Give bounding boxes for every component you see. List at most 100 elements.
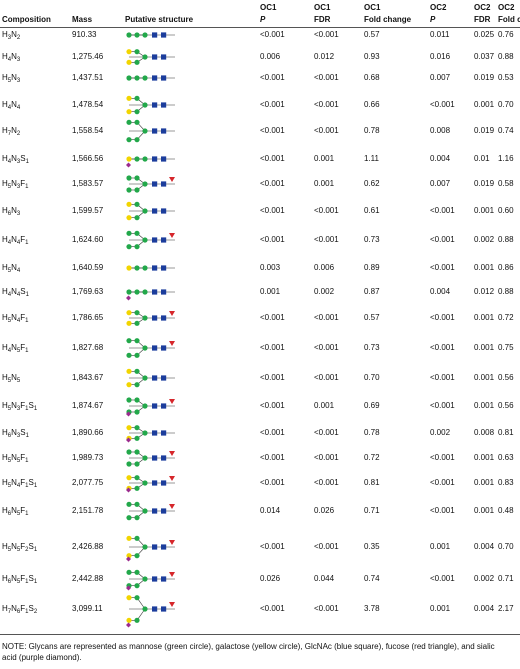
composition: H5N3F1 — [2, 179, 29, 190]
mass: 3,099.11 — [72, 604, 103, 613]
composition: H7N2 — [2, 126, 21, 137]
cell: 0.012 — [314, 52, 335, 61]
cell: <0.001 — [314, 235, 339, 244]
cell: 0.001 — [474, 100, 495, 109]
cell: 0.63 — [498, 453, 514, 462]
composition: H3N2 — [2, 30, 21, 41]
cell: 0.001 — [474, 263, 495, 272]
cell: 0.001 — [474, 453, 495, 462]
cell: <0.001 — [260, 401, 285, 410]
cell: 0.001 — [474, 206, 495, 215]
composition: H7N6F1S2 — [2, 604, 38, 615]
mass: 1,989.73 — [72, 453, 104, 462]
mass: 1,558.54 — [72, 126, 104, 135]
cell: 0.56 — [498, 373, 514, 382]
glycan-icon — [126, 95, 175, 115]
header-group: OC1 — [314, 3, 331, 12]
glycan-icon — [126, 569, 175, 591]
header-group: OC1 — [260, 3, 277, 12]
cell: 0.002 — [430, 428, 451, 437]
cell: 0.008 — [430, 126, 451, 135]
mass: 1,843.67 — [72, 373, 104, 382]
cell: 0.70 — [498, 542, 514, 551]
cell: <0.001 — [260, 453, 285, 462]
cell: 0.66 — [364, 100, 380, 109]
cell: <0.001 — [314, 100, 339, 109]
mass: 1,478.54 — [72, 100, 104, 109]
cell: <0.001 — [430, 453, 455, 462]
glycan-icon — [126, 175, 175, 193]
composition: H5N4 — [2, 263, 21, 274]
composition: H6N5F1 — [2, 506, 29, 517]
composition: H6N5F1S1 — [2, 574, 38, 585]
cell: 0.57 — [364, 30, 380, 39]
composition: H5N5F2S1 — [2, 542, 38, 553]
cell: 0.88 — [498, 235, 514, 244]
cell: 0.35 — [364, 542, 380, 551]
mass: 1,890.66 — [72, 428, 104, 437]
composition: H4N5F1 — [2, 343, 29, 354]
cell: <0.001 — [260, 235, 285, 244]
cell: <0.001 — [430, 401, 455, 410]
cell: 1.16 — [498, 154, 514, 163]
cell: <0.001 — [430, 574, 455, 583]
cell: <0.001 — [260, 100, 285, 109]
cell: 0.004 — [474, 604, 495, 613]
cell: <0.001 — [260, 313, 285, 322]
header-label: Fold change — [498, 15, 520, 24]
cell: <0.001 — [430, 313, 455, 322]
cell: 0.001 — [474, 343, 495, 352]
cell: 0.01 — [474, 154, 490, 163]
header-label: Putative structure — [125, 15, 194, 24]
composition: H5N4F1S1 — [2, 478, 38, 489]
cell: 0.71 — [498, 574, 514, 583]
cell: 0.004 — [430, 287, 451, 296]
header-group: OC2 — [474, 3, 491, 12]
header-label: P — [260, 15, 266, 24]
cell: 0.75 — [498, 343, 514, 352]
cell: 0.70 — [498, 100, 514, 109]
glycan-icon — [126, 75, 175, 81]
cell: 0.88 — [498, 287, 514, 296]
glycan-icon — [126, 338, 175, 358]
cell: 2.17 — [498, 604, 514, 613]
glycan-icon — [126, 595, 175, 628]
header-group: OC1 — [364, 3, 381, 12]
cell: <0.001 — [314, 206, 339, 215]
mass: 2,442.88 — [72, 574, 104, 583]
glycan-icon — [126, 310, 175, 326]
glycan-icon — [126, 32, 175, 38]
cell: 0.60 — [498, 206, 514, 215]
cell: 0.48 — [498, 506, 514, 515]
cell: <0.001 — [314, 453, 339, 462]
cell: <0.001 — [314, 343, 339, 352]
header-label: Mass — [72, 15, 93, 24]
composition: H6N3S1 — [2, 428, 29, 439]
cell: 0.012 — [474, 287, 495, 296]
cell: <0.001 — [430, 373, 455, 382]
mass: 2,426.88 — [72, 542, 104, 551]
cell: 0.86 — [498, 263, 514, 272]
cell: <0.001 — [314, 73, 339, 82]
cell: 0.68 — [364, 73, 380, 82]
cell: <0.001 — [260, 73, 285, 82]
cell: <0.001 — [260, 206, 285, 215]
glycan-icon — [126, 425, 175, 443]
composition: H4N3 — [2, 52, 21, 63]
cell: 0.001 — [474, 313, 495, 322]
cell: <0.001 — [314, 478, 339, 487]
header-group: OC2 — [430, 3, 447, 12]
cell: 0.001 — [474, 401, 495, 410]
mass: 1,640.59 — [72, 263, 104, 272]
cell: 0.019 — [474, 126, 495, 135]
cell: 0.001 — [474, 478, 495, 487]
cell: <0.001 — [314, 313, 339, 322]
glycan-icon — [126, 265, 175, 271]
cell: 0.003 — [260, 263, 281, 272]
cell: <0.001 — [314, 30, 339, 39]
cell: 0.81 — [498, 428, 514, 437]
glycan-icon — [126, 501, 175, 521]
cell: 0.001 — [474, 506, 495, 515]
cell: 0.56 — [498, 401, 514, 410]
cell: 0.016 — [430, 52, 451, 61]
